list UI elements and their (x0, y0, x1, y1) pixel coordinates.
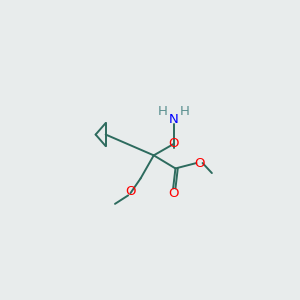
Text: H: H (180, 105, 190, 118)
Text: O: O (194, 157, 205, 169)
Text: O: O (125, 185, 136, 198)
Text: N: N (169, 113, 179, 126)
Text: H: H (158, 105, 168, 118)
Text: O: O (169, 137, 179, 150)
Text: O: O (168, 187, 178, 200)
